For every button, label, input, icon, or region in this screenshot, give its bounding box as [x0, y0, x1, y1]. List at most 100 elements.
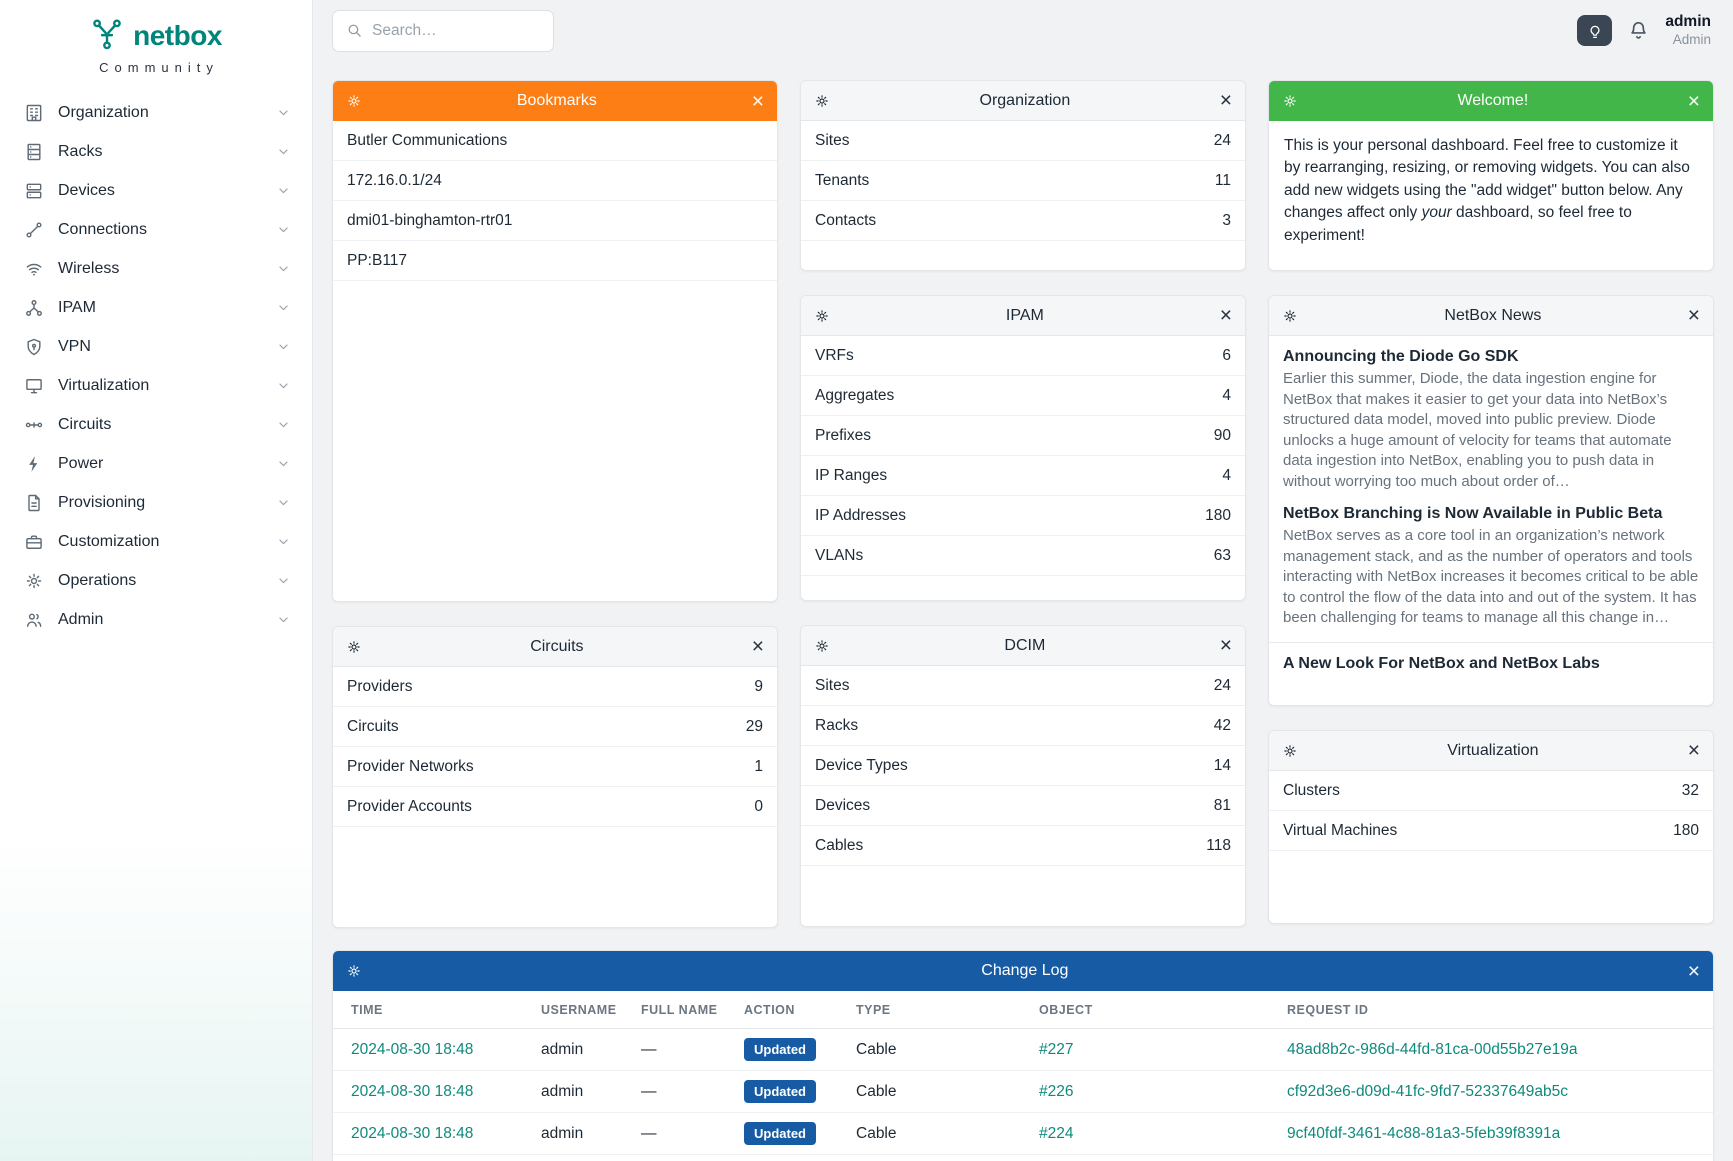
stat-label[interactable]: Contacts — [815, 211, 877, 229]
sidebar-item-operations[interactable]: Operations — [0, 561, 312, 600]
stat-label[interactable]: Provider Accounts — [347, 797, 472, 815]
news-headline[interactable]: NetBox Branching is Now Available in Pub… — [1283, 505, 1663, 523]
close-icon[interactable]: × — [751, 89, 764, 113]
stat-value[interactable]: 11 — [1214, 171, 1231, 189]
stat-label[interactable]: Providers — [347, 677, 413, 695]
stat-label[interactable]: Circuits — [347, 717, 399, 735]
stat-label[interactable]: Sites — [815, 676, 850, 694]
search-box[interactable] — [332, 9, 554, 52]
stat-value[interactable]: 6 — [1222, 346, 1231, 364]
notifications-bell-icon[interactable] — [1627, 19, 1650, 42]
brand[interactable]: netbox Community — [0, 14, 312, 75]
gear-icon[interactable] — [1282, 93, 1298, 109]
close-icon[interactable]: × — [751, 635, 764, 658]
gear-icon[interactable] — [1282, 743, 1298, 759]
changelog-object-link[interactable]: #224 — [1039, 1124, 1074, 1142]
changelog-request-id-link[interactable]: cf92d3e6-d09d-41fc-9fd7-52337649ab5c — [1287, 1082, 1568, 1100]
stat-value[interactable]: 63 — [1213, 546, 1231, 564]
close-icon[interactable]: × — [1219, 634, 1232, 657]
sidebar-item-circuits[interactable]: Circuits — [0, 405, 312, 444]
gear-icon[interactable] — [814, 93, 830, 109]
sidebar-item-connections[interactable]: Connections — [0, 210, 312, 249]
stat-value[interactable]: 0 — [754, 797, 763, 815]
theme-toggle-button[interactable] — [1577, 15, 1613, 46]
stat-value[interactable]: 180 — [1673, 821, 1699, 839]
stat-label[interactable]: Cables — [815, 836, 864, 854]
gear-icon[interactable] — [346, 963, 362, 979]
close-icon[interactable]: × — [1687, 89, 1700, 113]
news-headline[interactable]: Announcing the Diode Go SDK — [1283, 348, 1519, 365]
stat-value[interactable]: 118 — [1206, 836, 1231, 854]
changelog-request-id-link[interactable]: 48ad8b2c-986d-44fd-81ca-00d55b27e19a — [1287, 1040, 1578, 1058]
stat-value[interactable]: 24 — [1213, 131, 1231, 149]
stat-label[interactable]: Provider Networks — [347, 757, 474, 775]
changelog-request-id-link[interactable]: 9cf40fdf-3461-4c88-81a3-5feb39f8391a — [1287, 1124, 1561, 1142]
bookmark-item[interactable]: Butler Communications — [333, 121, 777, 161]
stat-value[interactable]: 90 — [1213, 426, 1231, 444]
stat-label[interactable]: Devices — [815, 796, 871, 814]
gear-icon[interactable] — [346, 93, 362, 109]
stat-label[interactable]: Clusters — [1283, 781, 1340, 799]
bookmark-item[interactable]: 172.16.0.1/24 — [333, 161, 777, 201]
close-icon[interactable]: × — [1219, 304, 1232, 327]
stat-label[interactable]: IP Addresses — [815, 506, 907, 524]
sidebar-item-power[interactable]: Power — [0, 444, 312, 483]
stat-value[interactable]: 3 — [1222, 211, 1231, 229]
stat-value[interactable]: 24 — [1213, 676, 1231, 694]
sidebar-item-vpn[interactable]: VPN — [0, 327, 312, 366]
stat-value[interactable]: 29 — [745, 717, 763, 735]
stat-label[interactable]: Sites — [815, 131, 850, 149]
stat-value[interactable]: 4 — [1222, 466, 1231, 484]
stat-label[interactable]: Prefixes — [815, 426, 871, 444]
stat-value[interactable]: 14 — [1213, 756, 1231, 774]
close-icon[interactable]: × — [1687, 304, 1700, 327]
close-icon[interactable]: × — [1687, 959, 1700, 983]
user-menu[interactable]: admin Admin — [1665, 13, 1711, 48]
stat-label[interactable]: Racks — [815, 716, 859, 734]
bookmark-item[interactable]: PP:B117 — [333, 241, 777, 281]
stat-label[interactable]: Virtual Machines — [1283, 821, 1398, 839]
search-input[interactable] — [372, 21, 540, 40]
sidebar-item-admin[interactable]: Admin — [0, 600, 312, 639]
sidebar-item-customization[interactable]: Customization — [0, 522, 312, 561]
stat-label[interactable]: VRFs — [815, 346, 854, 364]
main-area: admin Admin Bookmarks × Butler Communica… — [313, 0, 1733, 1161]
bookmark-label[interactable]: 172.16.0.1/24 — [347, 171, 442, 189]
stat-value[interactable]: 180 — [1205, 506, 1231, 524]
stat-value[interactable]: 81 — [1213, 796, 1231, 814]
changelog-time-link[interactable]: 2024-08-30 18:48 — [351, 1040, 474, 1058]
gear-icon[interactable] — [1282, 308, 1298, 324]
changelog-time-link[interactable]: 2024-08-30 18:48 — [351, 1124, 474, 1142]
bookmark-item[interactable]: dmi01-binghamton-rtr01 — [333, 201, 777, 241]
stat-label[interactable]: Aggregates — [815, 386, 895, 404]
stat-label[interactable]: VLANs — [815, 546, 864, 564]
bookmark-label[interactable]: PP:B117 — [347, 251, 408, 269]
bookmark-label[interactable]: dmi01-binghamton-rtr01 — [347, 211, 513, 229]
stat-label[interactable]: Tenants — [815, 171, 870, 189]
changelog-time-link[interactable]: 2024-08-30 18:48 — [351, 1082, 474, 1100]
stat-value[interactable]: 1 — [754, 757, 763, 775]
sidebar-item-virtualization[interactable]: Virtualization — [0, 366, 312, 405]
sidebar-item-organization[interactable]: Organization — [0, 93, 312, 132]
stat-value[interactable]: 32 — [1681, 781, 1699, 799]
close-icon[interactable]: × — [1219, 89, 1232, 112]
changelog-object-link[interactable]: #226 — [1039, 1082, 1074, 1100]
gear-icon[interactable] — [814, 308, 830, 324]
sidebar-item-wireless[interactable]: Wireless — [0, 249, 312, 288]
stat-label[interactable]: IP Ranges — [815, 466, 888, 484]
stat-value[interactable]: 9 — [754, 677, 763, 695]
gear-icon[interactable] — [346, 639, 362, 655]
stat-label[interactable]: Device Types — [815, 756, 908, 774]
close-icon[interactable]: × — [1687, 739, 1700, 762]
stat-value[interactable]: 42 — [1213, 716, 1231, 734]
stat-value[interactable]: 4 — [1222, 386, 1231, 404]
sidebar-item-racks[interactable]: Racks — [0, 132, 312, 171]
changelog-object-link[interactable]: #227 — [1039, 1040, 1074, 1058]
news-headline[interactable]: A New Look For NetBox and NetBox Labs — [1283, 655, 1600, 673]
sidebar-item-devices[interactable]: Devices — [0, 171, 312, 210]
sidebar-item-ipam[interactable]: IPAM — [0, 288, 312, 327]
stat-row: Prefixes 90 — [801, 416, 1245, 456]
sidebar-item-provisioning[interactable]: Provisioning — [0, 483, 312, 522]
bookmark-label[interactable]: Butler Communications — [347, 131, 508, 149]
gear-icon[interactable] — [814, 638, 830, 654]
